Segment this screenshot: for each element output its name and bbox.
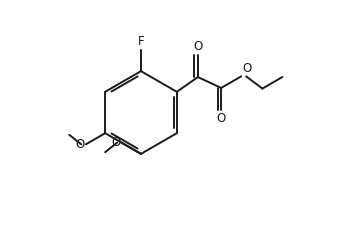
Text: O: O [111,136,120,149]
Text: O: O [242,62,252,74]
Text: O: O [193,40,203,53]
Text: O: O [75,138,84,151]
Text: O: O [217,112,226,125]
Text: F: F [138,35,144,48]
